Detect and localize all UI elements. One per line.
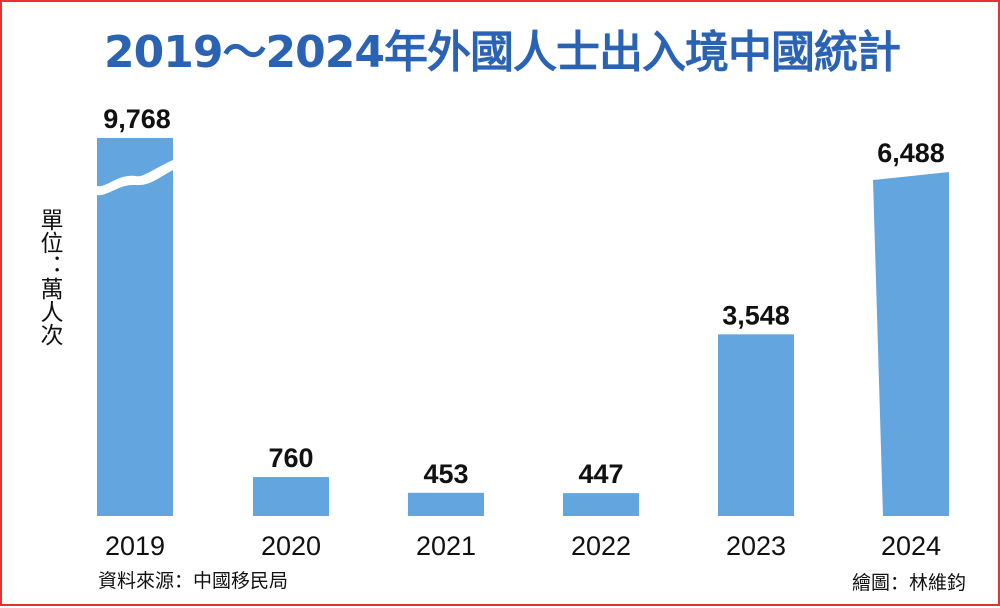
chart-title: 2019～2024年外國人士出入境中國統計 bbox=[104, 27, 901, 78]
value-label-2020: 760 bbox=[268, 443, 313, 473]
x-tick-2023: 2023 bbox=[726, 531, 786, 561]
bar-2023 bbox=[718, 334, 794, 516]
unit-label: 單位：萬人次 bbox=[36, 208, 62, 346]
value-label-2021: 453 bbox=[423, 459, 468, 489]
x-tick-2021: 2021 bbox=[416, 531, 476, 561]
x-tick-2020: 2020 bbox=[261, 531, 321, 561]
value-label-2019: 9,768 bbox=[103, 104, 171, 134]
bar-2022 bbox=[563, 493, 639, 516]
credit-note: 繪圖：林維鈞 bbox=[851, 572, 966, 594]
x-tick-2019: 2019 bbox=[105, 531, 165, 561]
value-label-2023: 3,548 bbox=[722, 300, 790, 330]
x-tick-2022: 2022 bbox=[571, 531, 631, 561]
bar-2021 bbox=[408, 492, 484, 516]
value-label-2022: 447 bbox=[578, 459, 623, 489]
source-note: 資料來源：中國移民局 bbox=[98, 570, 289, 592]
x-tick-2024: 2024 bbox=[881, 531, 941, 561]
bar-2020 bbox=[253, 477, 329, 516]
bar-2019 bbox=[97, 138, 173, 516]
value-label-2024: 6,488 bbox=[877, 138, 945, 168]
bar-2024 bbox=[873, 172, 949, 516]
